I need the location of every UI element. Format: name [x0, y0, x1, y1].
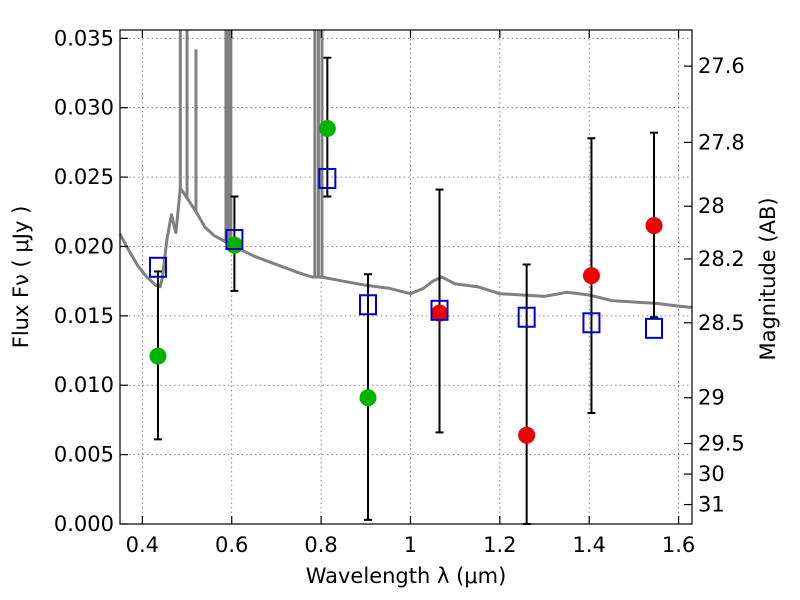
- spectrum-line: [118, 186, 693, 309]
- x-tick-label: 0.6: [215, 533, 248, 557]
- data-point-square: [318, 167, 337, 189]
- data-point-circle: [582, 267, 600, 285]
- x-tick-label: 0.4: [126, 533, 159, 557]
- grid: [120, 30, 692, 525]
- data-point-circle: [318, 120, 336, 138]
- x-tick-label: 1.4: [573, 533, 606, 557]
- right-axis-title: Magnitude (AB): [756, 197, 780, 360]
- data-point-circle: [225, 236, 243, 254]
- plot-frame: [119, 29, 693, 525]
- data-point-square: [225, 229, 244, 251]
- right-tick-label: 29: [698, 386, 725, 410]
- y-tick-label: 0.030: [54, 96, 114, 120]
- right-tick-label: 27.6: [698, 54, 745, 78]
- y-tick-label: 0.010: [54, 373, 114, 397]
- x-tick-label: 1: [404, 533, 417, 557]
- right-tick-label: 28.5: [698, 311, 745, 335]
- data-point-circle: [431, 304, 449, 322]
- data-point-square: [645, 317, 664, 339]
- model-spectrum: [118, 30, 693, 309]
- y-tick-label: 0.005: [54, 443, 114, 467]
- y-tick-label: 0.000: [54, 512, 114, 536]
- y-axis-title: Flux Fν ( μJy ): [9, 206, 33, 349]
- x-tick-label: 1.6: [662, 533, 695, 557]
- data-point-circle: [645, 217, 663, 235]
- x-tick-label: 1.2: [483, 533, 516, 557]
- x-tick-label: 0.8: [304, 533, 337, 557]
- right-tick-label: 28: [698, 194, 725, 218]
- data-point-circle: [359, 389, 377, 407]
- y-tick-label: 0.035: [54, 26, 114, 50]
- data-markers: [148, 120, 664, 444]
- axis-ticks: 0.4 0.6 0.8 1 1.2 1.4 1.6 0.000 0.005 0.010 0.015 0…: [54, 26, 745, 557]
- y-tick-label: 0.015: [54, 304, 114, 328]
- right-tick-label: 28.2: [698, 247, 745, 271]
- x-axis-title: Wavelength λ (μm): [306, 564, 507, 588]
- data-point-square: [582, 312, 601, 334]
- right-tick-label: 27.8: [698, 130, 745, 154]
- y-tick-label: 0.020: [54, 234, 114, 258]
- data-point-square: [430, 299, 449, 321]
- right-tick-label: 29.5: [698, 432, 745, 456]
- data-point-circle: [518, 426, 536, 444]
- data-point-circle: [149, 347, 167, 365]
- y-tick-label: 0.025: [54, 165, 114, 189]
- data-point-square: [148, 256, 167, 278]
- data-point-square: [517, 306, 536, 328]
- right-tick-label: 31: [698, 493, 725, 517]
- data-point-square: [359, 294, 378, 316]
- right-tick-label: 30: [698, 462, 725, 486]
